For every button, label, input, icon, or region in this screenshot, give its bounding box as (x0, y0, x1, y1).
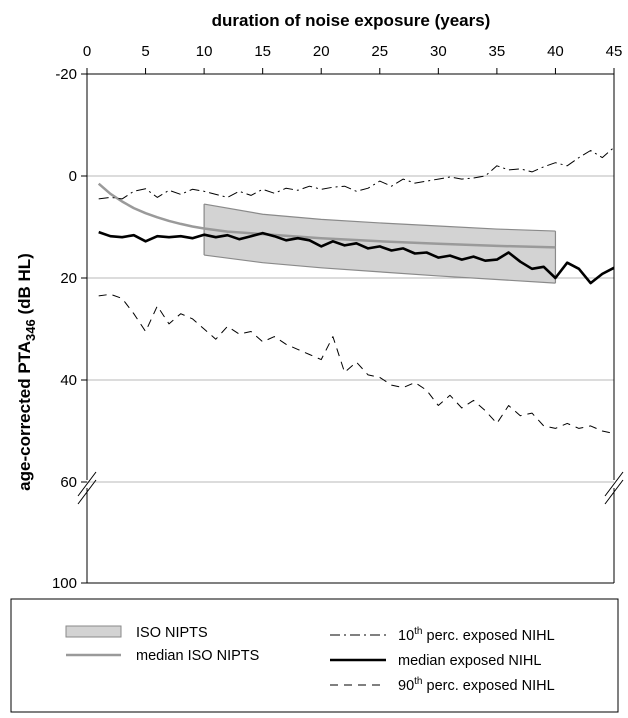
x-tick-label-20: 20 (313, 43, 330, 60)
iso-nipts-band (204, 204, 556, 284)
x-tick-label-10: 10 (196, 43, 213, 60)
legend-label-iso-nipts: ISO NIPTS (136, 625, 208, 641)
x-tick-label-40: 40 (547, 43, 564, 60)
legend-label-p90-num: 90 (398, 678, 414, 694)
series-10th-perc-exposed-nihl (98, 147, 615, 200)
legend-label-p10-sup: th (414, 626, 422, 637)
axis-break-left-b (77, 479, 97, 505)
legend-label-p10-text: perc. exposed NIHL (422, 628, 554, 644)
x-tick-label-25: 25 (371, 43, 388, 60)
legend-label-median-exposed: median exposed NIHL (398, 653, 541, 669)
x-tick-label-0: 0 (83, 43, 91, 60)
y-tick-label-100: 100 (52, 575, 77, 592)
plot-frame (77, 73, 624, 584)
series-layer (97, 147, 615, 434)
series-90th-perc-exposed-nihl (98, 293, 615, 434)
series-median-exposed-nihl (98, 230, 615, 285)
axis-break-right-a (604, 471, 624, 497)
x-tick-label-45: 45 (606, 43, 623, 60)
y-axis-title-unit: (dB HL) (15, 253, 34, 319)
x-axis-title: duration of noise exposure (years) (212, 11, 491, 30)
y-tick-label-60: 60 (60, 474, 77, 491)
x-tick-label-15: 15 (254, 43, 271, 60)
axis-break-left-a (77, 471, 97, 497)
legend-label-p10: 10th perc. exposed NIHL (398, 626, 555, 644)
legend-label-p90-sup: th (414, 676, 422, 687)
iso-nipts-band-upper-edge (204, 203, 556, 232)
y-axis-title-main: age-corrected PTA (15, 341, 34, 491)
x-tick-label-30: 30 (430, 43, 447, 60)
legend: ISO NIPTS median ISO NIPTS 10th perc. ex… (10, 598, 619, 713)
legend-swatch-iso-nipts (65, 625, 122, 638)
series-median-iso-nipts (97, 182, 556, 249)
y-axis-title: age-corrected PTA346 (dB HL) (15, 253, 38, 491)
y-tick-label-0: 0 (69, 168, 77, 185)
y-tick-label--20: -20 (55, 66, 77, 83)
y-axis-title-subscript: 346 (23, 319, 38, 341)
x-tick-label-5: 5 (141, 43, 149, 60)
iso-nipts-band-layer (203, 203, 557, 284)
y-axis-ticks: -20 0 20 40 60 100 (52, 66, 87, 592)
y-tick-label-40: 40 (60, 372, 77, 389)
legend-label-median-iso-nipts: median ISO NIPTS (136, 648, 259, 664)
legend-label-p90: 90th perc. exposed NIHL (398, 676, 555, 694)
legend-label-p10-num: 10 (398, 628, 414, 644)
x-axis-ticks: 0 5 10 15 20 25 30 35 40 45 (83, 43, 623, 74)
x-tick-label-35: 35 (489, 43, 506, 60)
iso-nipts-band-lower-edge (204, 254, 556, 284)
legend-label-p90-text: perc. exposed NIHL (422, 678, 554, 694)
y-tick-label-20: 20 (60, 270, 77, 287)
axis-break-right-b (604, 479, 624, 505)
